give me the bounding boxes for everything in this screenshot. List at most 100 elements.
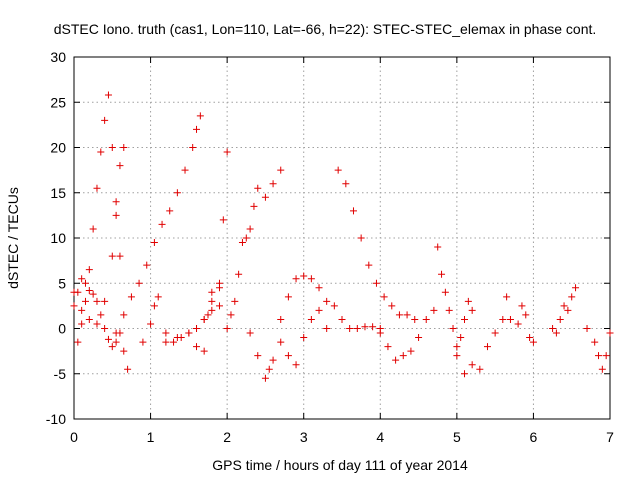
data-point — [101, 325, 109, 332]
data-point — [556, 315, 564, 323]
data-point — [223, 325, 231, 332]
data-point — [361, 323, 369, 331]
data-point — [78, 306, 86, 314]
data-point — [353, 325, 361, 332]
data-point — [93, 184, 101, 192]
data-point — [453, 343, 461, 351]
y-tick-label: -5 — [54, 366, 67, 382]
data-point — [189, 144, 197, 151]
data-point — [552, 329, 560, 337]
data-point — [227, 311, 235, 319]
x-tick-label: 5 — [453, 429, 461, 445]
data-point — [219, 216, 227, 224]
data-point — [150, 239, 158, 247]
y-axis-label: dSTEC / TECUs — [5, 187, 21, 289]
data-point — [112, 211, 120, 219]
data-point — [514, 320, 522, 328]
y-tick-label: -10 — [46, 411, 66, 427]
data-point — [108, 343, 116, 351]
data-point — [162, 338, 170, 346]
data-point — [300, 334, 308, 342]
data-point — [162, 329, 170, 337]
data-point — [104, 335, 112, 343]
series-arc-j — [334, 166, 419, 323]
data-point — [380, 293, 388, 301]
axes: 0 1 2 3 4 5 6 7 -10 -5 0 5 10 15 20 25 30 — [46, 49, 614, 445]
data-point — [438, 270, 446, 278]
data-point — [150, 302, 158, 310]
y-tick-label: 10 — [50, 230, 66, 246]
y-tick-label: 15 — [50, 185, 66, 201]
data-point — [323, 297, 331, 305]
x-tick-label: 6 — [530, 429, 538, 445]
data-point — [193, 343, 201, 351]
data-point — [357, 234, 365, 242]
data-point — [261, 193, 269, 201]
x-tick-label: 4 — [376, 429, 384, 445]
data-point — [223, 148, 231, 156]
data-point — [453, 352, 461, 360]
data-point — [78, 320, 86, 328]
series-arc-b — [74, 91, 124, 346]
data-point — [196, 112, 204, 120]
data-point — [261, 374, 269, 382]
data-point — [204, 311, 212, 319]
data-point — [307, 275, 315, 283]
data-point — [549, 325, 557, 332]
data-point — [529, 338, 537, 346]
data-point — [173, 189, 181, 197]
data-point — [483, 343, 491, 351]
data-point — [606, 329, 614, 337]
data-point — [108, 144, 116, 151]
y-tick-label: 20 — [50, 140, 66, 156]
y-tick-label: 0 — [58, 321, 66, 337]
data-point — [468, 361, 476, 369]
data-point — [185, 329, 193, 337]
series-arc-f — [162, 148, 231, 355]
y-tick-label: 5 — [58, 275, 66, 291]
data-point — [441, 288, 449, 296]
data-point — [395, 311, 403, 319]
data-point — [564, 306, 572, 314]
data-point — [89, 290, 97, 298]
data-point — [560, 302, 568, 310]
series-arc-o — [549, 284, 580, 337]
data-point — [307, 315, 315, 323]
series-arc-l — [434, 243, 476, 351]
data-point — [70, 288, 78, 296]
series-arc-i — [277, 272, 384, 332]
data-point — [89, 225, 97, 233]
series-arc-g — [193, 166, 285, 332]
data-point — [595, 352, 603, 360]
series-arc-h — [246, 306, 331, 382]
x-tick-label: 7 — [606, 429, 614, 445]
data-point — [464, 297, 472, 305]
data-point — [415, 334, 423, 342]
data-point — [300, 272, 308, 280]
data-point — [70, 302, 78, 310]
data-point — [445, 306, 453, 314]
data-point — [506, 315, 514, 323]
data-point — [208, 288, 216, 296]
data-point — [173, 334, 181, 342]
data-point — [74, 338, 82, 346]
data-point — [254, 352, 262, 360]
data-point — [411, 315, 419, 323]
chart-title: dSTEC Iono. truth (cas1, Lon=110, Lat=-6… — [54, 21, 597, 37]
series-arc-m — [453, 293, 514, 378]
data-point — [277, 315, 285, 323]
data-point — [97, 148, 105, 156]
data-point — [93, 297, 101, 305]
data-points — [70, 91, 614, 382]
x-tick-label: 0 — [70, 429, 78, 445]
series-arc-k — [376, 306, 438, 364]
data-point — [154, 293, 162, 301]
data-point — [112, 338, 120, 346]
data-point — [407, 347, 415, 355]
data-point — [108, 252, 116, 260]
series-arc-a — [70, 275, 132, 373]
x-tick-label: 1 — [147, 429, 155, 445]
data-point — [342, 180, 350, 188]
data-point — [568, 293, 576, 301]
